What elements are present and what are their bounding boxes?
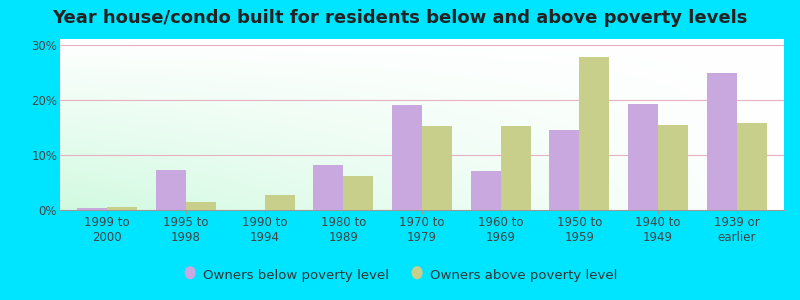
Text: Year house/condo built for residents below and above poverty levels: Year house/condo built for residents bel… [52, 9, 748, 27]
Bar [470, 171, 501, 210]
Bar [422, 126, 452, 210]
Bar [658, 124, 688, 210]
Bar [314, 165, 343, 210]
Bar [628, 104, 658, 210]
Bar [156, 170, 186, 210]
Bar [265, 195, 294, 210]
Legend: Owners below poverty level, Owners above poverty level: Owners below poverty level, Owners above… [177, 264, 623, 287]
Bar [707, 73, 737, 210]
Bar [579, 57, 610, 210]
Bar [186, 202, 216, 210]
Bar [343, 176, 374, 210]
Bar [392, 105, 422, 210]
Bar [550, 130, 579, 210]
Bar [501, 126, 530, 210]
Bar [107, 207, 137, 210]
Bar [78, 208, 107, 210]
Bar [737, 123, 766, 210]
